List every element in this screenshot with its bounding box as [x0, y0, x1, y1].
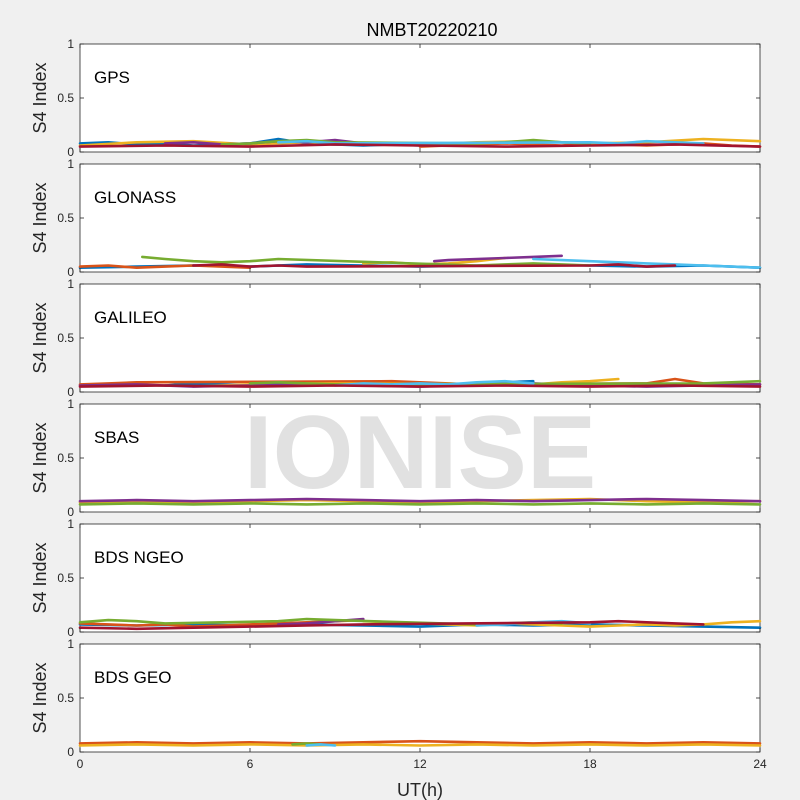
plot-area	[79, 283, 761, 393]
panel-label-bds-ngeo: BDS NGEO	[94, 548, 184, 567]
plot-area	[79, 643, 761, 753]
watermark: IONISE	[244, 395, 597, 511]
panel-label-gps: GPS	[94, 68, 130, 87]
series-line-glonass-6	[531, 257, 762, 270]
series-line-glonass-4	[432, 254, 564, 263]
y-tick-label: 0.5	[57, 571, 74, 585]
y-tick-label: 1	[67, 277, 74, 291]
series-line-bds-ngeo-7	[78, 619, 705, 631]
y-tick-label: 0	[67, 385, 74, 399]
series-line-bds-geo-4	[305, 743, 337, 747]
panels: 0 0.5 1 GPS S4 Index 0 0.5 1 GLONASS S4 Index 0 0.5…	[30, 37, 767, 771]
series-line-glonass-5	[141, 255, 592, 267]
panel-bds-ngeo: 0 0.5 1 BDS NGEO S4 Index	[30, 517, 762, 639]
y-axis-label: S4 Index	[30, 422, 50, 493]
y-tick-label: 0.5	[57, 331, 74, 345]
x-axis-label: UT(h)	[397, 780, 443, 800]
panel-glonass: 0 0.5 1 GLONASS S4 Index	[30, 157, 762, 279]
series-line-bds-geo-2	[78, 743, 762, 747]
plot-area	[79, 403, 761, 513]
y-axis-label: S4 Index	[30, 542, 50, 613]
plot-area	[79, 43, 761, 153]
y-tick-label: 1	[67, 517, 74, 531]
panel-label-galileo: GALILEO	[94, 308, 167, 327]
series-line-bds-geo-1	[78, 739, 762, 745]
panel-label-glonass: GLONASS	[94, 188, 176, 207]
x-tick-label: 24	[753, 757, 767, 771]
series-line-galileo-7	[78, 384, 762, 388]
plot-area	[79, 523, 761, 633]
series-line-glonass-2	[78, 264, 252, 270]
series-line-sbas-2	[78, 497, 762, 503]
y-tick-label: 0	[67, 145, 74, 159]
series-line-gps-7	[78, 143, 762, 148]
series-line-glonass-7	[192, 263, 677, 268]
x-tick-label: 18	[583, 757, 597, 771]
y-tick-label: 0.5	[57, 691, 74, 705]
y-tick-label: 1	[67, 637, 74, 651]
y-axis-label: S4 Index	[30, 182, 50, 253]
y-axis-label: S4 Index	[30, 662, 50, 733]
y-tick-label: 0.5	[57, 91, 74, 105]
y-tick-label: 0	[67, 625, 74, 639]
y-axis-label: S4 Index	[30, 62, 50, 133]
plot-area	[79, 163, 761, 273]
panel-galileo: 0 0.5 1 GALILEO S4 Index	[30, 277, 762, 399]
y-tick-label: 1	[67, 37, 74, 51]
y-tick-label: 0.5	[57, 451, 74, 465]
x-tick-label: 12	[413, 757, 427, 771]
y-tick-label: 0	[67, 265, 74, 279]
x-tick-label: 6	[247, 757, 254, 771]
y-tick-label: 0	[67, 505, 74, 519]
y-tick-label: 0.5	[57, 211, 74, 225]
figure-title: NMBT20220210	[366, 20, 497, 40]
panel-label-bds-geo: BDS GEO	[94, 668, 171, 687]
panel-label-sbas: SBAS	[94, 428, 139, 447]
series-line-sbas-3	[78, 502, 762, 506]
series-line-galileo-6	[333, 379, 535, 387]
y-tick-label: 0	[67, 745, 74, 759]
x-tick-label: 0	[77, 757, 84, 771]
panel-sbas: 0 0.5 1 SBAS S4 Index	[30, 397, 762, 519]
y-tick-label: 1	[67, 157, 74, 171]
panel-bds-geo: 0 0.5 1 0 6 12 18 24 BDS GEO S4 Index	[30, 637, 767, 771]
series-line-gps-6	[276, 139, 705, 145]
panel-gps: 0 0.5 1 GPS S4 Index	[30, 37, 762, 159]
y-axis-label: S4 Index	[30, 302, 50, 373]
y-tick-label: 1	[67, 397, 74, 411]
